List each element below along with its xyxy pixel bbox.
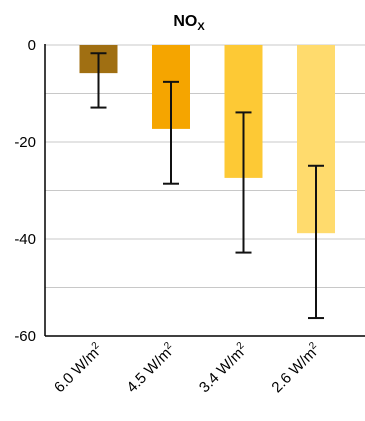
- x-tick-label: 2.6 W/m2: [268, 340, 324, 396]
- y-tick-labels: 0 -20 -40 -60: [14, 37, 36, 345]
- bars: [79, 45, 335, 234]
- error-bar: [235, 111, 252, 254]
- x-tick-label: 4.5 W/m2: [123, 340, 179, 396]
- y-tick-label: -40: [14, 231, 36, 248]
- chart-title: NOX: [173, 13, 205, 33]
- error-bar: [90, 52, 107, 109]
- x-tick-labels: 6.0 W/m2 4.5 W/m2 3.4 W/m2 2.6 W/m2: [50, 340, 324, 396]
- y-tick-label: -60: [14, 328, 36, 345]
- axes: [44, 44, 365, 337]
- x-tick-label: 3.4 W/m2: [195, 340, 251, 396]
- error-bar: [163, 80, 179, 185]
- error-bars: [90, 52, 324, 320]
- error-bar: [308, 164, 324, 320]
- y-tick-label: -20: [14, 134, 36, 151]
- y-tick-label: 0: [28, 37, 36, 54]
- x-tick-label: 6.0 W/m2: [50, 340, 106, 396]
